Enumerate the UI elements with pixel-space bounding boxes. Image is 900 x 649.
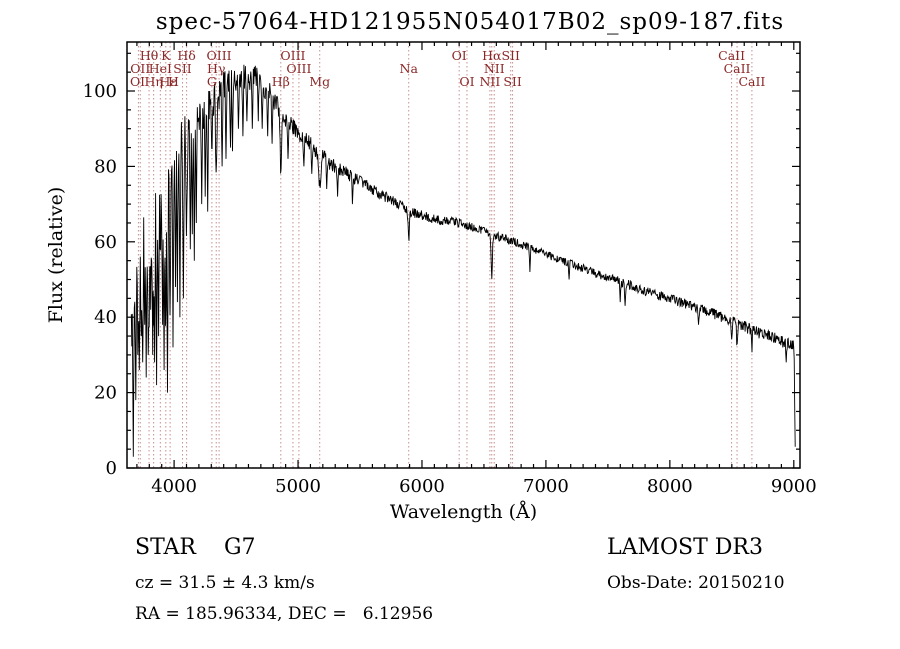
spectral-line-label: Hθ	[140, 48, 158, 63]
spectral-line-label: OI	[459, 74, 474, 89]
svg-text:6000: 6000	[399, 476, 445, 497]
obs-date: Obs-Date: 20150210	[607, 573, 785, 593]
redshift-info: cz = 31.5 ± 4.3 km/s	[135, 573, 315, 593]
svg-text:20: 20	[94, 383, 117, 404]
plot-frame	[126, 41, 801, 469]
svg-text:60: 60	[94, 232, 117, 253]
spectral-line-markers	[137, 42, 753, 468]
spectral-line-label: Hγ	[207, 61, 225, 76]
spectral-line-label: SII	[173, 61, 192, 76]
spectral-line-label: SII	[503, 74, 522, 89]
svg-text:9000: 9000	[771, 476, 817, 497]
spectral-line-label: HeI	[149, 61, 172, 76]
spectral-line-label: OI	[130, 74, 145, 89]
spectral-line-label: OII	[130, 61, 150, 76]
svg-text:7000: 7000	[523, 476, 569, 497]
spectral-line-label: Hα	[482, 48, 502, 63]
spectral-line-label: OI	[452, 48, 467, 63]
spectral-line-label: SII	[501, 48, 520, 63]
spectral-line-label: Hβ	[272, 74, 290, 89]
axis-ticks	[127, 42, 800, 469]
svg-text:5000: 5000	[275, 476, 321, 497]
svg-text:8000: 8000	[647, 476, 693, 497]
spectral-line-label: Na	[400, 61, 419, 76]
spectral-line-label: K	[161, 48, 171, 63]
svg-text:4000: 4000	[151, 476, 197, 497]
spectral-line-label: G	[207, 74, 217, 89]
spectral-line-label: CaII	[724, 61, 751, 76]
spectrum-trace	[130, 64, 796, 457]
spectral-line-label: OIII	[280, 48, 305, 63]
spectral-line-label: Hδ	[177, 48, 195, 63]
spectral-line-label: OIII	[207, 48, 232, 63]
spectral-line-label: Hε	[159, 74, 176, 89]
spectral-line-label: NII	[484, 61, 505, 76]
y-axis-label: Flux (relative)	[45, 187, 67, 324]
spectral-line-label: CaII	[738, 74, 765, 89]
spectral-line-label: H	[168, 74, 179, 89]
survey-name: LAMOST DR3	[607, 535, 763, 560]
svg-text:80: 80	[94, 156, 117, 177]
svg-text:40: 40	[94, 307, 117, 328]
spectral-line-labels: OIOIIHθHηHeIKHεHSIIHδGHγOIIIHβOIIIOIIIMg…	[130, 48, 765, 89]
plot-title: spec-57064-HD121955N054017B02_sp09-187.f…	[155, 9, 785, 35]
spectral-line-label: Mg	[309, 74, 330, 89]
spectral-line-label: NII	[479, 74, 500, 89]
x-axis-label: Wavelength (Å)	[390, 501, 537, 523]
coordinates-info: RA = 185.96334, DEC = 6.12956	[135, 604, 434, 624]
object-classification: STAR G7	[135, 535, 256, 560]
spectral-line-label: Hη	[144, 74, 162, 89]
spectral-line-label: CaII	[718, 48, 745, 63]
svg-text:100: 100	[83, 81, 117, 102]
svg-text:0: 0	[106, 458, 117, 479]
spectral-line-label: OIII	[286, 61, 311, 76]
